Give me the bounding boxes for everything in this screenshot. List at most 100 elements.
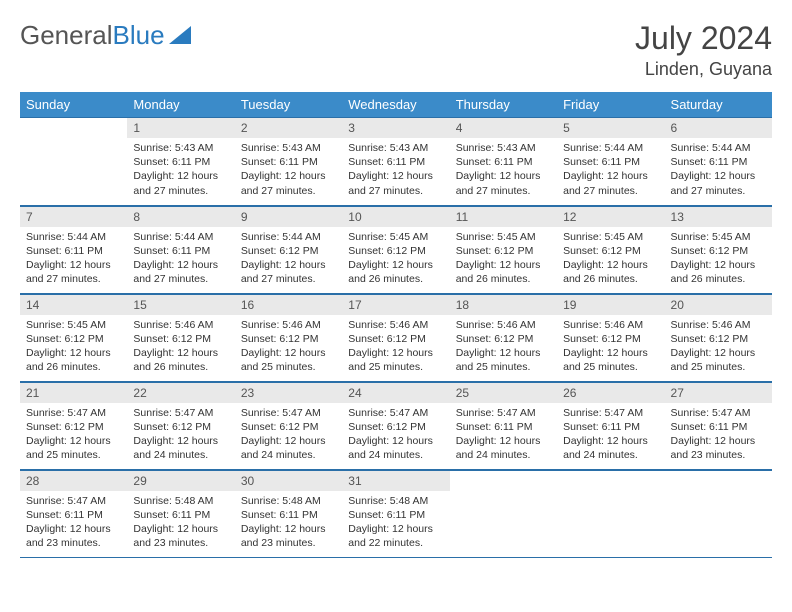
calendar-day-cell: 27Sunrise: 5:47 AMSunset: 6:11 PMDayligh…: [665, 381, 772, 469]
calendar-day-cell: 22Sunrise: 5:47 AMSunset: 6:12 PMDayligh…: [127, 381, 234, 469]
calendar-day-cell: 7Sunrise: 5:44 AMSunset: 6:11 PMDaylight…: [20, 205, 127, 293]
calendar-day-cell: 18Sunrise: 5:46 AMSunset: 6:12 PMDayligh…: [450, 293, 557, 381]
calendar-day-cell: 13Sunrise: 5:45 AMSunset: 6:12 PMDayligh…: [665, 205, 772, 293]
calendar-day-cell: 28Sunrise: 5:47 AMSunset: 6:11 PMDayligh…: [20, 469, 127, 557]
calendar-day-cell: 6Sunrise: 5:44 AMSunset: 6:11 PMDaylight…: [665, 117, 772, 205]
weekday-header: Thursday: [450, 92, 557, 117]
logo-triangle-icon: [169, 20, 191, 51]
day-number: 14: [20, 294, 127, 315]
day-number: 13: [665, 206, 772, 227]
day-details: Sunrise: 5:47 AMSunset: 6:11 PMDaylight:…: [557, 403, 664, 466]
header: GeneralBlue July 2024 Linden, Guyana: [20, 20, 772, 80]
calendar-day-cell: [450, 469, 557, 557]
calendar-day-cell: 17Sunrise: 5:46 AMSunset: 6:12 PMDayligh…: [342, 293, 449, 381]
day-number: 23: [235, 382, 342, 403]
day-number: 1: [127, 117, 234, 138]
day-details: Sunrise: 5:48 AMSunset: 6:11 PMDaylight:…: [235, 491, 342, 554]
day-number: 16: [235, 294, 342, 315]
calendar-day-cell: 12Sunrise: 5:45 AMSunset: 6:12 PMDayligh…: [557, 205, 664, 293]
day-number: 6: [665, 117, 772, 138]
day-number: 9: [235, 206, 342, 227]
calendar-day-cell: 16Sunrise: 5:46 AMSunset: 6:12 PMDayligh…: [235, 293, 342, 381]
day-number: 27: [665, 382, 772, 403]
calendar-day-cell: 20Sunrise: 5:46 AMSunset: 6:12 PMDayligh…: [665, 293, 772, 381]
day-details: Sunrise: 5:48 AMSunset: 6:11 PMDaylight:…: [127, 491, 234, 554]
day-details: Sunrise: 5:47 AMSunset: 6:12 PMDaylight:…: [127, 403, 234, 466]
day-details: Sunrise: 5:43 AMSunset: 6:11 PMDaylight:…: [450, 138, 557, 201]
calendar-day-cell: 10Sunrise: 5:45 AMSunset: 6:12 PMDayligh…: [342, 205, 449, 293]
calendar-week-row: 1Sunrise: 5:43 AMSunset: 6:11 PMDaylight…: [20, 117, 772, 205]
calendar-day-cell: 5Sunrise: 5:44 AMSunset: 6:11 PMDaylight…: [557, 117, 664, 205]
day-details: Sunrise: 5:47 AMSunset: 6:11 PMDaylight:…: [665, 403, 772, 466]
day-details: Sunrise: 5:44 AMSunset: 6:11 PMDaylight:…: [127, 227, 234, 290]
day-details: Sunrise: 5:45 AMSunset: 6:12 PMDaylight:…: [557, 227, 664, 290]
calendar-day-cell: 31Sunrise: 5:48 AMSunset: 6:11 PMDayligh…: [342, 469, 449, 557]
day-number: 19: [557, 294, 664, 315]
weekday-header: Wednesday: [342, 92, 449, 117]
day-details: Sunrise: 5:47 AMSunset: 6:11 PMDaylight:…: [20, 491, 127, 554]
calendar-day-cell: 9Sunrise: 5:44 AMSunset: 6:12 PMDaylight…: [235, 205, 342, 293]
day-details: Sunrise: 5:47 AMSunset: 6:12 PMDaylight:…: [20, 403, 127, 466]
logo: GeneralBlue: [20, 20, 191, 51]
day-details: Sunrise: 5:46 AMSunset: 6:12 PMDaylight:…: [450, 315, 557, 378]
logo-text-blue: Blue: [113, 20, 165, 51]
day-details: Sunrise: 5:43 AMSunset: 6:11 PMDaylight:…: [127, 138, 234, 201]
day-number: 3: [342, 117, 449, 138]
calendar-day-cell: 14Sunrise: 5:45 AMSunset: 6:12 PMDayligh…: [20, 293, 127, 381]
weekday-header: Monday: [127, 92, 234, 117]
day-details: Sunrise: 5:48 AMSunset: 6:11 PMDaylight:…: [342, 491, 449, 554]
day-details: Sunrise: 5:46 AMSunset: 6:12 PMDaylight:…: [127, 315, 234, 378]
day-number: 24: [342, 382, 449, 403]
day-details: Sunrise: 5:45 AMSunset: 6:12 PMDaylight:…: [20, 315, 127, 378]
calendar-day-cell: 24Sunrise: 5:47 AMSunset: 6:12 PMDayligh…: [342, 381, 449, 469]
weekday-header: Saturday: [665, 92, 772, 117]
day-number: 7: [20, 206, 127, 227]
day-details: Sunrise: 5:47 AMSunset: 6:12 PMDaylight:…: [342, 403, 449, 466]
calendar-day-cell: 26Sunrise: 5:47 AMSunset: 6:11 PMDayligh…: [557, 381, 664, 469]
calendar-week-row: 7Sunrise: 5:44 AMSunset: 6:11 PMDaylight…: [20, 205, 772, 293]
calendar-day-cell: 2Sunrise: 5:43 AMSunset: 6:11 PMDaylight…: [235, 117, 342, 205]
month-title: July 2024: [635, 20, 772, 57]
location-label: Linden, Guyana: [635, 59, 772, 80]
calendar-day-cell: 23Sunrise: 5:47 AMSunset: 6:12 PMDayligh…: [235, 381, 342, 469]
day-number: 25: [450, 382, 557, 403]
day-details: Sunrise: 5:46 AMSunset: 6:12 PMDaylight:…: [557, 315, 664, 378]
calendar-day-cell: 8Sunrise: 5:44 AMSunset: 6:11 PMDaylight…: [127, 205, 234, 293]
day-details: Sunrise: 5:44 AMSunset: 6:11 PMDaylight:…: [665, 138, 772, 201]
day-number: 26: [557, 382, 664, 403]
day-details: Sunrise: 5:43 AMSunset: 6:11 PMDaylight:…: [235, 138, 342, 201]
day-number: 22: [127, 382, 234, 403]
day-number: 31: [342, 470, 449, 491]
day-number: 21: [20, 382, 127, 403]
day-number: 11: [450, 206, 557, 227]
day-number: 12: [557, 206, 664, 227]
day-details: Sunrise: 5:46 AMSunset: 6:12 PMDaylight:…: [665, 315, 772, 378]
day-details: Sunrise: 5:45 AMSunset: 6:12 PMDaylight:…: [665, 227, 772, 290]
calendar-week-row: 14Sunrise: 5:45 AMSunset: 6:12 PMDayligh…: [20, 293, 772, 381]
calendar-day-cell: 3Sunrise: 5:43 AMSunset: 6:11 PMDaylight…: [342, 117, 449, 205]
calendar-day-cell: 25Sunrise: 5:47 AMSunset: 6:11 PMDayligh…: [450, 381, 557, 469]
day-number: 10: [342, 206, 449, 227]
calendar-body: 1Sunrise: 5:43 AMSunset: 6:11 PMDaylight…: [20, 117, 772, 557]
calendar-day-cell: 4Sunrise: 5:43 AMSunset: 6:11 PMDaylight…: [450, 117, 557, 205]
logo-text-general: General: [20, 20, 113, 51]
calendar-table: SundayMondayTuesdayWednesdayThursdayFrid…: [20, 92, 772, 558]
weekday-header: Sunday: [20, 92, 127, 117]
calendar-day-cell: 11Sunrise: 5:45 AMSunset: 6:12 PMDayligh…: [450, 205, 557, 293]
day-details: Sunrise: 5:44 AMSunset: 6:11 PMDaylight:…: [557, 138, 664, 201]
day-details: Sunrise: 5:43 AMSunset: 6:11 PMDaylight:…: [342, 138, 449, 201]
calendar-day-cell: [557, 469, 664, 557]
calendar-week-row: 28Sunrise: 5:47 AMSunset: 6:11 PMDayligh…: [20, 469, 772, 557]
day-details: Sunrise: 5:44 AMSunset: 6:12 PMDaylight:…: [235, 227, 342, 290]
day-number: 17: [342, 294, 449, 315]
day-details: Sunrise: 5:45 AMSunset: 6:12 PMDaylight:…: [342, 227, 449, 290]
calendar-day-cell: 19Sunrise: 5:46 AMSunset: 6:12 PMDayligh…: [557, 293, 664, 381]
day-number: 2: [235, 117, 342, 138]
day-number: 29: [127, 470, 234, 491]
calendar-week-row: 21Sunrise: 5:47 AMSunset: 6:12 PMDayligh…: [20, 381, 772, 469]
day-details: Sunrise: 5:45 AMSunset: 6:12 PMDaylight:…: [450, 227, 557, 290]
calendar-day-cell: 15Sunrise: 5:46 AMSunset: 6:12 PMDayligh…: [127, 293, 234, 381]
calendar-day-cell: 29Sunrise: 5:48 AMSunset: 6:11 PMDayligh…: [127, 469, 234, 557]
day-number: 5: [557, 117, 664, 138]
calendar-day-cell: [665, 469, 772, 557]
